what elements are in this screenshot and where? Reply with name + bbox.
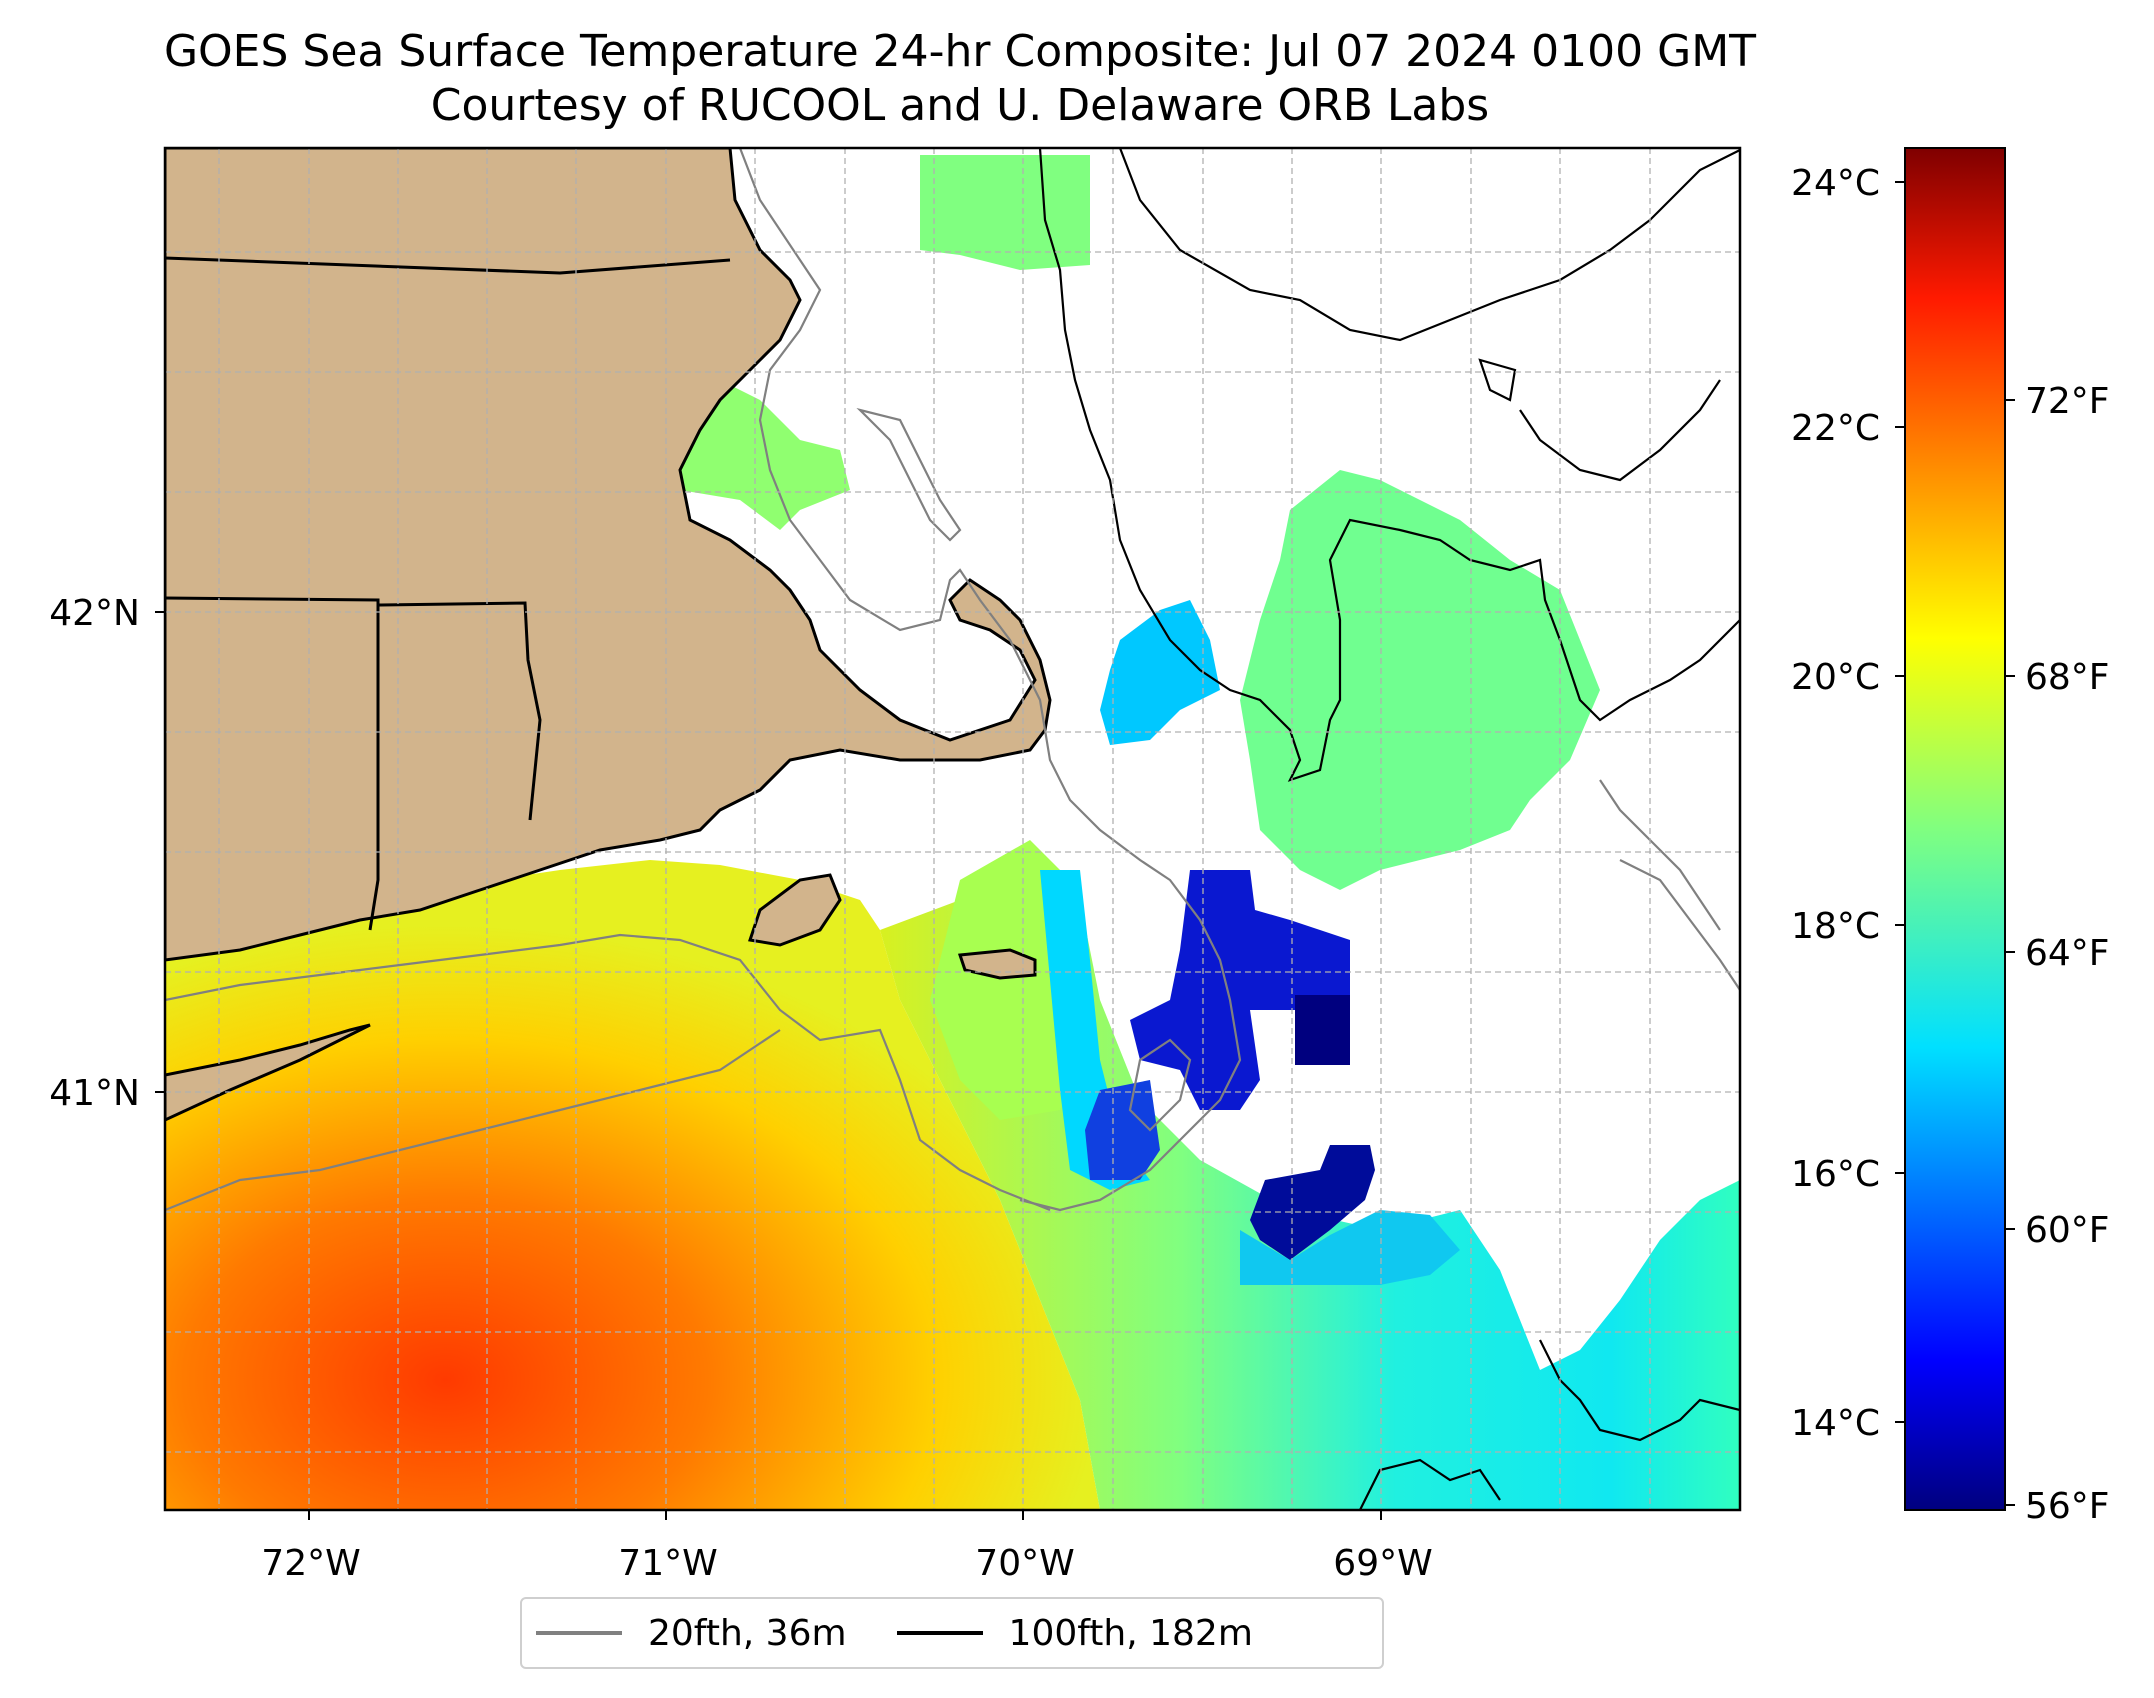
legend-item-20fth: 20fth, 36m [536,1613,847,1654]
lat-tick-label-42n: 42°N [49,593,140,634]
legend-label: 20fth, 36m [648,1612,847,1654]
legend-item-100fth: 100fth, 182m [896,1612,1253,1654]
map-subtitle: Courtesy of RUCOOL and U. Delaware ORB L… [430,80,1490,131]
land-new-england [165,148,1052,962]
map-frame [163,146,1742,1512]
lon-tick-label-69w: 69°W [1333,1543,1432,1584]
sst-cold-patch-2 [1295,995,1350,1065]
sst-gulf-patch-green [1240,470,1600,890]
fahrenheit-tick-label: 68°F [2025,657,2110,698]
legend: 20fth, 36m 100fth, 182m [520,1597,1384,1669]
legend-label: 100fth, 182m [1008,1612,1253,1654]
lon-tick-label-71w: 71°W [618,1543,717,1584]
colorbar-ticks [1895,181,2015,1506]
celsius-tick-label: 16°C [1791,1154,1880,1195]
fahrenheit-tick-label: 60°F [2025,1210,2110,1251]
lat-tick-label-41n: 41°N [49,1073,140,1114]
sst-cold-patch-5 [1240,1210,1460,1285]
land-nantucket [957,948,1037,980]
celsius-tick-label: 22°C [1791,408,1880,449]
sst-northern-patch [920,155,1090,270]
sst-cold-patch-3 [1085,1080,1160,1180]
celsius-tick-label: 18°C [1791,906,1880,947]
fahrenheit-tick-label: 56°F [2025,1486,2110,1527]
map-area [165,148,1740,1510]
sst-shoals-green [930,840,1080,1120]
sst-cold-patch-1 [1130,870,1350,1110]
map-title: GOES Sea Surface Temperature 24-hr Compo… [163,26,1757,77]
sst-cold-patch-4 [1250,1145,1375,1260]
legend-line-gray [536,1631,622,1635]
lon-tick-label-70w: 70°W [975,1543,1074,1584]
celsius-tick-label: 20°C [1791,657,1880,698]
sst-warm-water [165,860,1100,1510]
sst-shoals-cyan [1040,870,1150,1190]
lon-tick-label-72w: 72°W [261,1543,360,1584]
celsius-tick-label: 14°C [1791,1403,1880,1444]
land-long-island [165,1023,371,1122]
sst-gulf-patch-cyan [1100,600,1220,745]
legend-line-black [896,1631,983,1635]
state-boundaries [165,256,731,931]
colorbar [1904,147,2006,1511]
celsius-tick-label: 24°C [1791,163,1880,204]
grid-lines [165,148,1740,1510]
fahrenheit-tick-label: 72°F [2025,381,2110,422]
fahrenheit-tick-label: 64°F [2025,933,2110,974]
bathymetry-100fth [1038,148,1740,1510]
axis-ticks [155,611,1382,1520]
bathymetry-20fth [165,148,1740,1212]
